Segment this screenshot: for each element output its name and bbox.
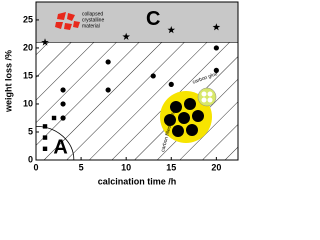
point bbox=[168, 81, 174, 87]
x-tick-label: 10 bbox=[121, 162, 131, 172]
page: C A 0 5 10 15 20 0 5 10 15 20 25 collapsed crystalli… bbox=[3, 1, 239, 187]
region-c bbox=[35, 1, 239, 43]
annotation: crystalline bbox=[82, 17, 104, 23]
point bbox=[105, 59, 111, 65]
point bbox=[60, 115, 66, 121]
point bbox=[213, 45, 219, 51]
x-tick-label: 5 bbox=[79, 162, 84, 172]
point bbox=[167, 26, 176, 34]
x-tick-label: 0 bbox=[33, 162, 38, 172]
region-a bbox=[35, 125, 75, 161]
region-label: A bbox=[53, 137, 67, 159]
x-axis-label: calcination time /h bbox=[98, 176, 177, 186]
annotation: material bbox=[82, 23, 100, 29]
point bbox=[42, 146, 48, 151]
plot-background bbox=[35, 1, 239, 161]
y-axis-label: weight loss /% bbox=[3, 50, 13, 113]
point bbox=[212, 23, 221, 31]
point bbox=[150, 73, 156, 79]
y-tick-label: 20 bbox=[23, 42, 33, 52]
collapsed-icon bbox=[55, 12, 80, 30]
y-tick-label: 5 bbox=[28, 126, 33, 136]
point bbox=[105, 87, 111, 93]
icons bbox=[55, 12, 217, 143]
point bbox=[60, 87, 66, 93]
chart: C A 0 5 10 15 20 0 5 10 15 20 25 collapsed crystalli… bbox=[3, 1, 239, 186]
point bbox=[41, 38, 49, 46]
pores-icon bbox=[160, 87, 217, 143]
y-tick-label: 10 bbox=[23, 98, 33, 108]
x-tick-label: 20 bbox=[211, 162, 221, 172]
point bbox=[51, 115, 57, 121]
y-tick-label: 0 bbox=[28, 154, 33, 164]
region-label: C bbox=[146, 8, 160, 30]
plot-frame bbox=[35, 1, 239, 161]
annotation: collapsed bbox=[82, 11, 103, 17]
y-tick-label: 25 bbox=[23, 14, 33, 24]
point bbox=[60, 101, 66, 107]
x-tick-label: 15 bbox=[166, 162, 176, 172]
point bbox=[122, 32, 130, 40]
point bbox=[42, 124, 48, 129]
plot-foreground: C A 0 5 10 15 20 0 5 10 15 20 25 bbox=[23, 1, 239, 172]
point bbox=[213, 67, 219, 73]
point bbox=[42, 135, 48, 140]
y-tick-label: 15 bbox=[23, 70, 33, 80]
